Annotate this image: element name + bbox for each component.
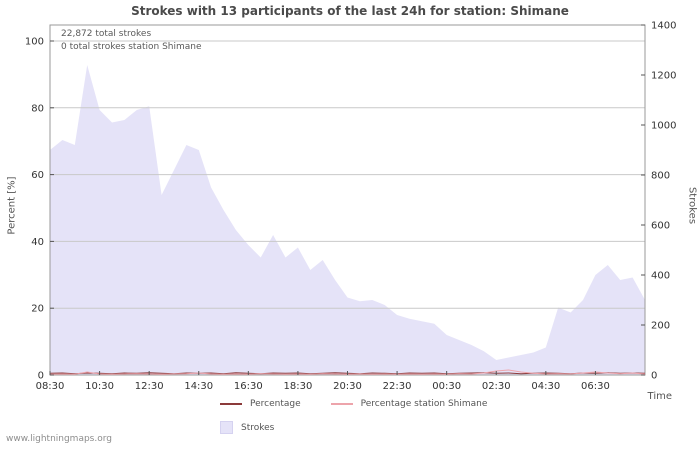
- legend-row-strokes: Strokes: [220, 421, 296, 434]
- legend-label-percentage: Percentage: [250, 399, 301, 409]
- y-left-tick-label: 60: [31, 170, 44, 181]
- y-right-tick-label: 200: [651, 321, 670, 332]
- x-tick-label: 04:30: [531, 381, 560, 392]
- legend-label-strokes: Strokes: [241, 422, 275, 433]
- station-total-annotation: 0 total strokes station Shimane: [61, 42, 202, 52]
- x-tick-label: 06:30: [581, 381, 610, 392]
- x-tick-label: 02:30: [482, 381, 511, 392]
- y-right-tick-label: 1000: [651, 121, 676, 132]
- total-strokes-annotation: 22,872 total strokes: [61, 29, 152, 39]
- y-left-tick-label: 0: [38, 371, 44, 382]
- strokes-fill-swatch: [220, 421, 233, 434]
- y-right-tick-label: 1400: [651, 21, 676, 32]
- x-tick-label: 16:30: [234, 381, 263, 392]
- y-axis-left-label: Percent [%]: [6, 176, 18, 235]
- strokes-area: [50, 65, 645, 375]
- percentage-station-line-swatch: [330, 403, 353, 405]
- y-left-tick-label: 80: [31, 103, 44, 114]
- y-left-tick-label: 40: [31, 237, 44, 248]
- x-tick-label: 00:30: [432, 381, 461, 392]
- legend-row-lines: Percentage Percentage station Shimane: [220, 399, 509, 409]
- x-tick-label: 10:30: [85, 381, 114, 392]
- percentage-line-swatch: [220, 403, 242, 405]
- chart-title: Strokes with 13 participants of the last…: [131, 4, 569, 18]
- y-right-tick-label: 800: [651, 171, 670, 182]
- y-left-tick-label: 100: [25, 37, 44, 48]
- y-axis-right-label: Strokes: [686, 186, 698, 225]
- y-right-tick-label: 600: [651, 221, 670, 232]
- legend-item-percentage-station: Percentage station Shimane: [330, 399, 488, 409]
- y-right-tick-label: 0: [651, 371, 657, 382]
- x-tick-label: 14:30: [184, 381, 213, 392]
- y-left-tick-label: 20: [31, 304, 44, 315]
- y-right-tick-label: 400: [651, 271, 670, 282]
- legend-label-percentage-station: Percentage station Shimane: [360, 399, 488, 409]
- watermark-text: www.lightningmaps.org: [6, 434, 112, 444]
- x-tick-label: 20:30: [333, 381, 362, 392]
- x-tick-label: 22:30: [383, 381, 412, 392]
- legend-item-strokes: Strokes: [220, 421, 274, 434]
- x-tick-label: 12:30: [135, 381, 164, 392]
- x-tick-label: 08:30: [36, 381, 65, 392]
- y-right-tick-label: 1200: [651, 71, 676, 82]
- legend-item-percentage: Percentage: [220, 399, 301, 409]
- x-tick-label: 18:30: [284, 381, 313, 392]
- x-axis-label: Time: [647, 391, 672, 402]
